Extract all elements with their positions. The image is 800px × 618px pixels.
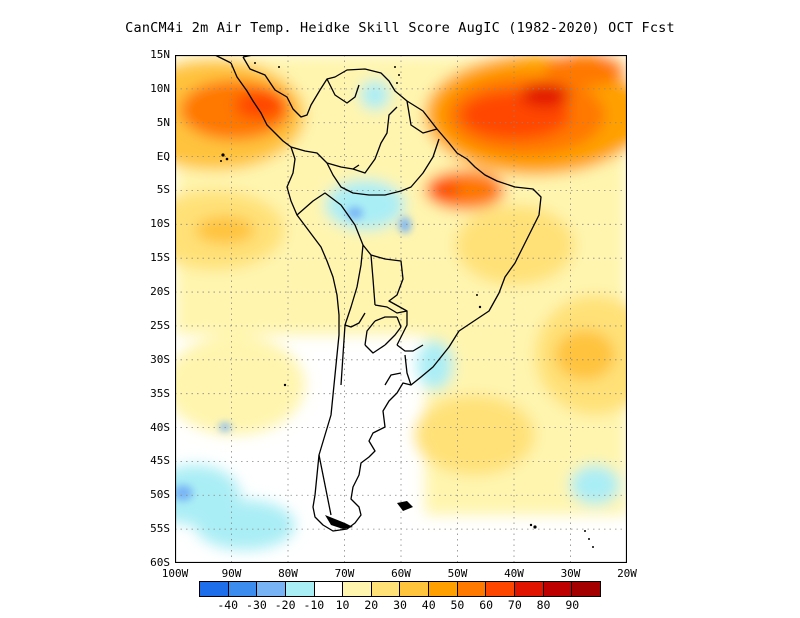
colorbar-swatch	[429, 582, 458, 596]
colorbar-swatch	[314, 582, 344, 596]
colorbar-label: 50	[450, 598, 465, 612]
colorbar-swatch	[285, 582, 315, 596]
strong-blue-patches	[175, 207, 411, 501]
lat-label: 5N	[156, 115, 170, 129]
lat-label: 10S	[150, 217, 170, 231]
lat-label: 5S	[156, 183, 170, 197]
colorbar-swatch	[515, 582, 544, 596]
lat-label: 20S	[150, 285, 170, 299]
colorbar-swatch	[572, 582, 600, 596]
map-title: CanCM4i 2m Air Temp. Heidke Skill Score …	[125, 20, 675, 36]
lat-label: EQ	[156, 149, 170, 163]
colorbar-swatch	[257, 582, 286, 596]
colorbar-swatch	[228, 582, 258, 596]
lat-label: 10N	[150, 81, 170, 95]
grid-lines	[175, 55, 627, 563]
skill-field	[175, 55, 627, 550]
colorbar-swatch	[457, 582, 487, 596]
lon-label: 60W	[391, 567, 411, 580]
colorbar-swatch	[543, 582, 573, 596]
lat-label: 15N	[150, 48, 170, 61]
lat-label: 40S	[150, 420, 170, 434]
colorbar-swatch	[486, 582, 516, 596]
lon-label: 50W	[447, 567, 468, 580]
islands	[220, 62, 594, 548]
lat-label: 50S	[150, 488, 170, 502]
colorbar-swatch	[200, 582, 229, 596]
colorbar-label: 20	[364, 598, 379, 612]
colorbar-label: -40	[217, 598, 239, 612]
colorbar-label: -30	[246, 598, 267, 612]
colorbar-label: 40	[421, 598, 436, 612]
lon-label: 100W	[161, 567, 189, 580]
colorbar	[199, 581, 601, 597]
lat-label: 60S	[150, 556, 170, 569]
lon-label: 80W	[278, 567, 298, 580]
colorbar-swatch	[371, 582, 401, 596]
colorbar-label: -20	[274, 598, 296, 612]
continent-outline	[214, 55, 542, 532]
lon-label: 30W	[560, 567, 581, 580]
lat-label: 35S	[150, 386, 170, 400]
colorbar-swatch	[343, 582, 372, 596]
colorbar-swatch	[400, 582, 430, 596]
lon-label: 70W	[334, 567, 355, 580]
colorbar-label: 80	[536, 598, 551, 612]
colorbar-label: 30	[393, 598, 407, 612]
colorbar-label: 10	[335, 598, 350, 612]
lat-label: 25S	[150, 318, 170, 332]
colorbar-label: 60	[479, 598, 494, 612]
lat-label: 45S	[150, 454, 170, 468]
lat-label: 55S	[150, 522, 170, 536]
lon-label: 40W	[504, 567, 524, 580]
colorbar-label: 90	[565, 598, 580, 612]
map-frame	[175, 55, 627, 563]
colorbar-labels: -40 -30 -20 -10 10 20 30 40 50 60 70 80 90	[199, 598, 601, 614]
lon-label: 90W	[221, 567, 242, 580]
lat-label: 15S	[150, 251, 170, 265]
lon-label: 20W	[617, 567, 637, 580]
colorbar-label: -10	[303, 598, 325, 612]
colorbar-label: 70	[507, 598, 522, 612]
lat-label: 30S	[150, 352, 170, 366]
skill-score-map	[175, 55, 627, 563]
